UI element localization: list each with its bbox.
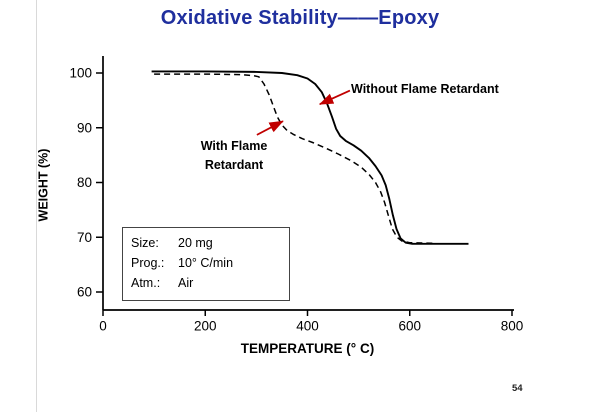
info-row-atm: Atm.: Air [131, 274, 281, 294]
y-tick-label: 60 [77, 285, 92, 300]
annotation-with-flame-retardant: With Flame Retardant [200, 139, 268, 172]
series-line-solid [151, 70, 469, 245]
x-tick-label: 200 [194, 319, 217, 334]
y-axis-title: WEIGHT (%) [36, 148, 51, 222]
y-tick-label: 80 [77, 175, 92, 190]
annotation-arrow [256, 120, 284, 136]
info-row-size: Size: 20 mg [131, 234, 281, 254]
experiment-info-box: Size: 20 mg Prog.: 10° C/min Atm.: Air [122, 227, 290, 301]
x-tick-label: 400 [296, 319, 319, 334]
x-axis-title: TEMPERATURE (° C) [240, 341, 375, 356]
annotation-without-flame-retardant: Without Flame Retardant [351, 82, 499, 96]
series-line-dashed [154, 73, 433, 245]
slide-title: Oxidative Stability——Epoxy [160, 7, 440, 29]
info-label: Size: [131, 236, 159, 250]
y-tick-label: 70 [77, 230, 92, 245]
info-label: Atm.: [131, 275, 161, 290]
info-label: Prog.: [131, 255, 165, 270]
info-value: Air [178, 275, 194, 290]
info-value: 10° C/min [178, 255, 234, 270]
x-tick-label: 800 [501, 319, 524, 334]
x-tick-label: 600 [398, 319, 421, 334]
annotation-arrow [318, 89, 351, 106]
slide-left-border [36, 0, 37, 412]
info-row-prog: Prog.: 10° C/min [131, 254, 281, 274]
page-number: 54 [512, 383, 523, 394]
y-tick-label: 90 [77, 120, 92, 135]
info-value: 20 mg [178, 236, 213, 250]
y-tick-label: 100 [69, 66, 92, 81]
x-tick-label: 0 [99, 319, 107, 334]
